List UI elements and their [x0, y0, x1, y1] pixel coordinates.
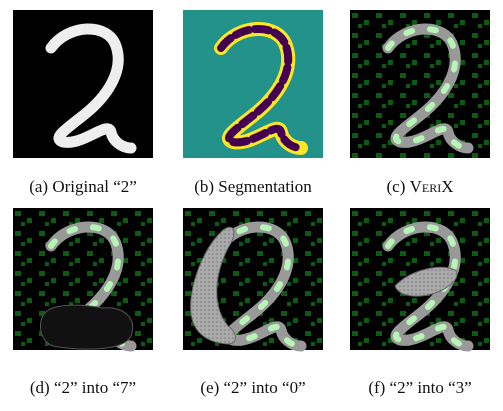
caption-text: “2” into “3” — [390, 378, 472, 397]
caption-text: “2” into “7” — [54, 378, 136, 397]
caption: (d) “2” into “7” — [0, 378, 168, 398]
caption: (c) VeriX — [335, 177, 503, 197]
caption: (b) Segmentation — [168, 177, 338, 197]
caption-text: Original “2” — [52, 177, 137, 196]
caption-text: VeriX — [410, 177, 454, 196]
caption-label: (b) — [194, 177, 214, 196]
caption-text: Segmentation — [218, 177, 311, 196]
image-into-7 — [13, 208, 153, 350]
caption-text: “2” into “0” — [223, 378, 305, 397]
image-original — [13, 10, 153, 158]
images — [0, 0, 503, 411]
caption-label: (d) — [30, 378, 50, 397]
caption-label: (c) — [386, 177, 405, 196]
caption-label: (e) — [200, 378, 219, 397]
image-into-0 — [183, 208, 323, 350]
figure: (a) Original “2” (b) Segmentation (c) Ve… — [0, 0, 503, 411]
caption-label: (f) — [368, 378, 385, 397]
caption-label: (a) — [29, 177, 48, 196]
caption: (e) “2” into “0” — [168, 378, 338, 398]
image-into-3 — [350, 208, 490, 350]
image-verix — [350, 10, 490, 158]
caption: (f) “2” into “3” — [335, 378, 503, 398]
caption: (a) Original “2” — [0, 177, 168, 197]
image-segmentation — [183, 10, 323, 158]
